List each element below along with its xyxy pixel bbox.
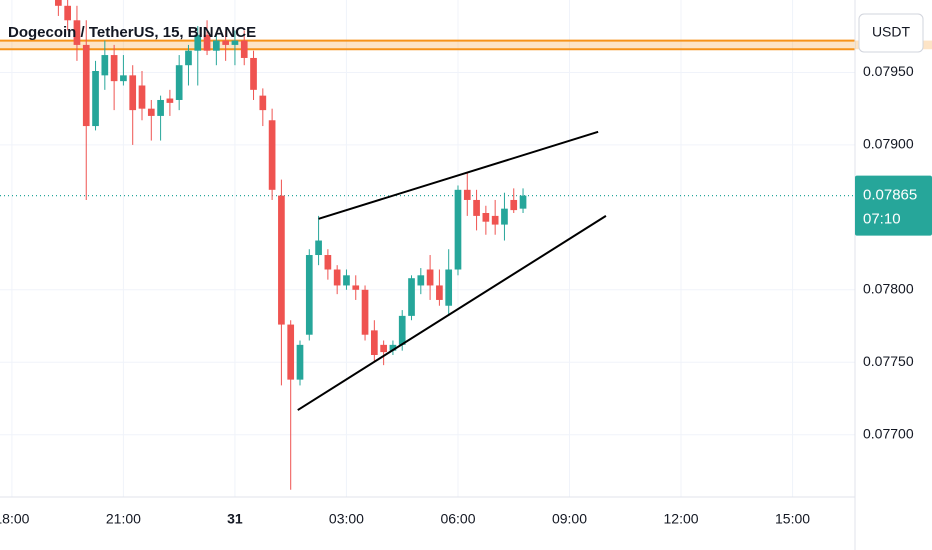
candle-body [463,189,471,200]
candle-body [73,20,81,45]
candle-body [194,34,202,51]
y-tick-label: 0.07950 [863,63,914,79]
candle-body [138,85,146,109]
candle-body [398,315,406,345]
candle-body [166,98,174,103]
y-tick-label: 0.07800 [863,280,914,296]
candle-body [389,344,397,351]
candle-body [92,71,99,127]
x-tick-label: 06:00 [440,511,475,527]
candle-body [296,344,304,380]
candle-body [315,240,322,256]
candle-body [333,269,341,286]
candle-body [268,120,276,190]
candle-body [380,344,387,353]
candle-body [408,278,415,316]
candle-body [240,40,248,58]
countdown-label: 07:10 [863,211,901,228]
candle-body [278,195,285,325]
candle-body [370,330,378,355]
candle-body [473,199,480,216]
candle-body [55,0,62,6]
candle-body [519,195,527,209]
marks-layer [0,0,855,490]
candle-body [324,255,332,270]
candle-body [185,50,192,66]
candle-body [454,189,462,270]
candle-body [203,34,211,51]
candle-body [491,215,499,225]
x-tick-label: 15:00 [775,511,810,527]
trendline [318,130,599,220]
y-tick-label: 0.07700 [863,425,914,441]
last-price-label: 0.07865 [863,187,917,204]
trendline [297,215,607,411]
candle-body [250,57,257,90]
candle-body [287,324,295,380]
candle-body [343,275,350,286]
candle-body [231,40,239,45]
candle-body [101,55,109,76]
x-tick-label: 21:00 [106,511,141,527]
candle-body [445,269,453,306]
candle-body [510,199,518,211]
x-tick-label: 31 [227,511,243,527]
candle-body [352,285,360,290]
candle-body [64,5,72,21]
candle-body [501,208,508,225]
chart-title: Dogecoin / TetherUS, 15, BINANCE [8,24,256,41]
candle-body [120,75,127,82]
candle-body [426,269,434,286]
currency-label[interactable]: USDT [872,24,911,40]
x-tick-label: 03:00 [329,511,364,527]
candle-body [417,275,425,286]
candle-body [305,255,313,335]
candle-body [157,99,164,116]
last-price-tag [855,175,932,236]
candle-body [175,65,183,100]
candle-body [259,95,267,111]
x-tick-label: 18:00 [0,511,30,527]
y-tick-label: 0.07900 [863,136,914,152]
candle-body [222,40,229,45]
candle-body [482,213,490,222]
y-tick-label: 0.07750 [863,353,914,369]
candle-body [110,55,118,82]
candle-body [436,285,443,300]
currency-button[interactable] [858,13,924,53]
candle-body [82,44,90,127]
candle-body [147,108,155,116]
x-tick-label: 12:00 [664,511,699,527]
resistance-zone [0,40,855,50]
x-tick-label: 09:00 [552,511,587,527]
candle-body [213,40,220,51]
candle-body [361,289,369,335]
candle-body [129,75,137,111]
